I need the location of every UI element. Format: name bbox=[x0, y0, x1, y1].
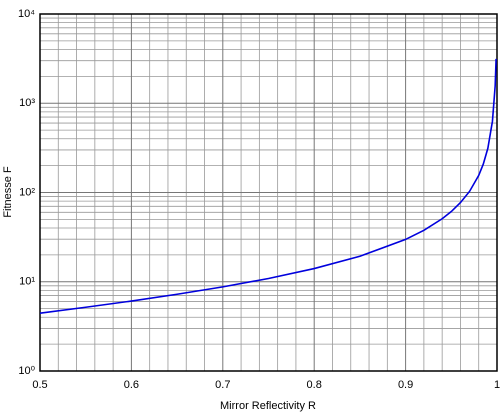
y-axis-label: Fitnesse F bbox=[2, 166, 14, 218]
y-tick-label: 10¹ bbox=[19, 276, 35, 288]
x-tick-label: 0.6 bbox=[124, 379, 139, 391]
x-tick-label: 0.8 bbox=[307, 379, 322, 391]
x-axis-label: Mirror Reflectivity R bbox=[220, 400, 316, 412]
x-tick-label: 0.7 bbox=[215, 379, 230, 391]
x-tick-label: 0.9 bbox=[398, 379, 413, 391]
y-tick-label: 10⁴ bbox=[18, 8, 35, 20]
plot-frame bbox=[39, 13, 498, 372]
x-tick-label: 1 bbox=[494, 379, 500, 391]
x-tick-label: 0.5 bbox=[32, 379, 47, 391]
line bbox=[39, 58, 497, 315]
y-tick-label: 10³ bbox=[19, 97, 35, 109]
y-tick-label: 10⁰ bbox=[18, 365, 35, 377]
y-tick-label: 10² bbox=[19, 186, 35, 198]
